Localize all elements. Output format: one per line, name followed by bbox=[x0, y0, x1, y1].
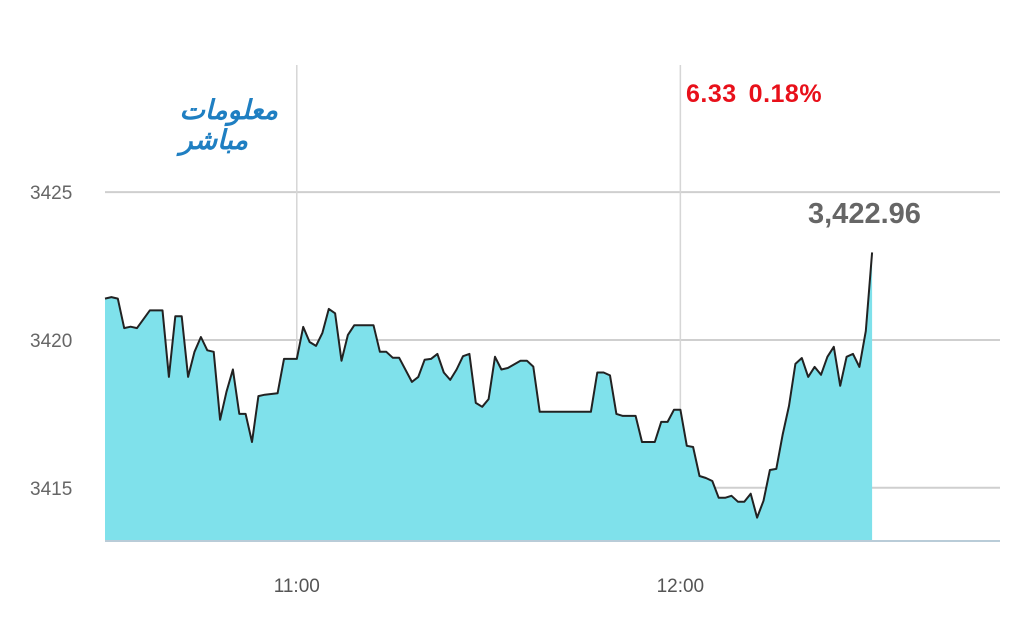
logo-line2: مباشر bbox=[179, 125, 248, 156]
change-points: 6.33 bbox=[686, 80, 737, 108]
y-tick-label: 3420 bbox=[30, 331, 72, 352]
x-tick-label: 12:00 bbox=[657, 576, 705, 597]
series-area bbox=[105, 252, 873, 541]
last-value-label: 3,422.96 bbox=[808, 198, 921, 230]
y-tick-label: 3415 bbox=[30, 479, 72, 500]
x-tick-label: 11:00 bbox=[274, 576, 320, 597]
logo-line1: معلومات bbox=[179, 95, 278, 126]
y-tick-label: 3425 bbox=[30, 183, 72, 204]
x-axis-ticks: 11:00 12:00 bbox=[274, 576, 704, 597]
change-readout: 6.33 0.18% bbox=[686, 80, 834, 109]
change-percent: 0.18% bbox=[748, 80, 823, 108]
y-axis-ticks: 3415 3420 3425 bbox=[30, 183, 72, 500]
logo: معلومات مباشر bbox=[108, 96, 278, 156]
series-line bbox=[104, 252, 874, 519]
